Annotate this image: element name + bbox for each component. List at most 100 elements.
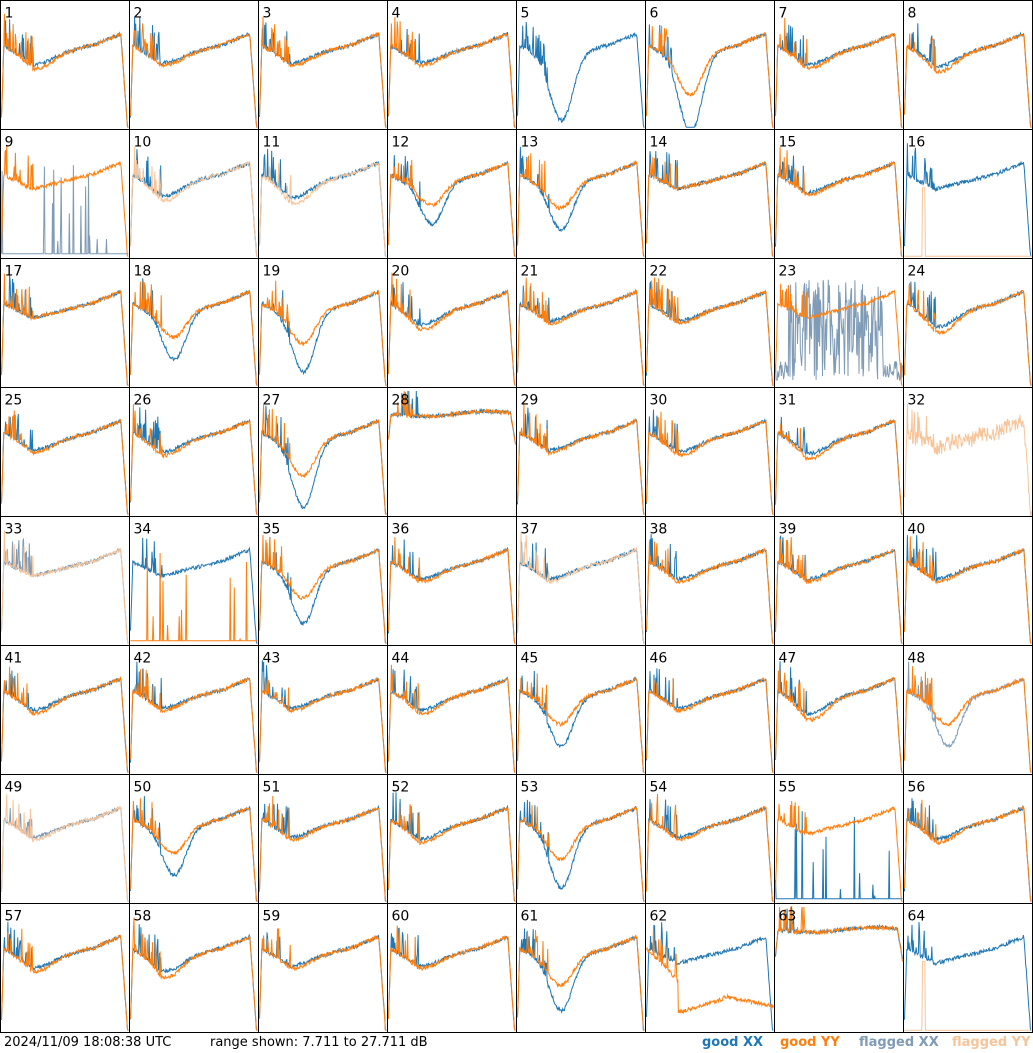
series-good-yy <box>904 536 1032 644</box>
panel-frame <box>645 258 775 388</box>
series-good-yy <box>775 419 903 515</box>
panel-label: 54 <box>650 780 668 796</box>
panel-frame <box>516 129 646 259</box>
panel-label: 31 <box>779 393 797 409</box>
panel-frame <box>903 0 1033 130</box>
panel-41: 41 <box>0 645 130 775</box>
panel-label: 5 <box>521 6 530 22</box>
panel-label: 45 <box>521 651 539 667</box>
panel-29: 29 <box>516 387 646 517</box>
panel-25: 25 <box>0 387 130 517</box>
panel-frame <box>645 129 775 259</box>
series-good-yy <box>130 917 258 1031</box>
panel-label: 13 <box>521 135 539 151</box>
panel-39: 39 <box>774 516 904 646</box>
series-good-yy <box>517 402 645 515</box>
panel-59: 59 <box>258 903 388 1033</box>
panel-label: 17 <box>5 264 23 280</box>
series-good-yy <box>130 668 258 773</box>
series-good-xx <box>130 537 258 644</box>
panel-frame <box>387 0 517 130</box>
panel-label: 22 <box>650 264 668 280</box>
panel-label: 34 <box>134 522 152 538</box>
panel-label: 6 <box>650 6 659 22</box>
panel-frame <box>645 516 775 646</box>
panel-label: 63 <box>779 909 797 925</box>
panel-label: 62 <box>650 909 668 925</box>
series-good-yy <box>517 930 645 1031</box>
panel-51: 51 <box>258 774 388 904</box>
panel-label: 52 <box>392 780 410 796</box>
panel-54: 54 <box>645 774 775 904</box>
series-good-yy <box>646 411 774 515</box>
panel-14: 14 <box>645 129 775 259</box>
panel-label: 9 <box>5 135 14 151</box>
panel-frame <box>903 774 1033 904</box>
panel-16: 16 <box>903 129 1033 259</box>
series-good-yy <box>259 795 387 902</box>
panel-frame <box>903 258 1033 388</box>
panel-label: 24 <box>908 264 926 280</box>
series-flagged-yy <box>904 403 1032 520</box>
panel-frame <box>0 774 130 904</box>
panel-58: 58 <box>129 903 259 1033</box>
panel-frame <box>0 903 130 1033</box>
series-good-yy <box>259 676 387 773</box>
panel-frame <box>774 903 904 1033</box>
panel-label: 56 <box>908 780 926 796</box>
panel-frame <box>129 129 259 259</box>
panel-frame <box>645 645 775 775</box>
panel-label: 3 <box>263 6 272 22</box>
panel-56: 56 <box>903 774 1033 904</box>
panel-frame <box>903 516 1033 646</box>
panel-28: 28 <box>387 387 517 517</box>
panel-32: 32 <box>903 387 1033 520</box>
series-good-yy <box>646 677 774 773</box>
panel-9: 9 <box>0 129 130 259</box>
panel-frame <box>387 774 517 904</box>
panel-frame <box>516 258 646 388</box>
series-good-yy <box>388 390 516 445</box>
series-good-yy <box>775 147 903 257</box>
panel-frame <box>645 774 775 904</box>
panel-label: 47 <box>779 651 797 667</box>
series-good-yy <box>130 404 258 515</box>
series-good-yy <box>388 272 516 386</box>
panel-45: 45 <box>516 645 646 775</box>
panel-5: 5 <box>516 0 646 130</box>
series-flagged-yy <box>259 162 387 257</box>
series-flagged-xx <box>775 279 903 381</box>
series-flagged-xx <box>1 165 129 255</box>
panel-27: 27 <box>258 387 388 517</box>
panel-53: 53 <box>516 774 646 904</box>
panel-label: 26 <box>134 393 152 409</box>
panel-31: 31 <box>774 387 904 517</box>
range-label: range shown: 7.711 to 27.711 dB <box>210 1035 428 1050</box>
series-good-xx <box>259 290 387 386</box>
panel-frame <box>129 516 259 646</box>
panel-20: 20 <box>387 258 517 388</box>
panel-24: 24 <box>903 258 1033 388</box>
panel-label: 44 <box>392 651 410 667</box>
panel-frame <box>903 387 1033 517</box>
series-good-yy <box>388 802 516 902</box>
series-good-xx <box>775 811 903 900</box>
series-good-yy <box>388 17 516 128</box>
panel-label: 28 <box>392 393 410 409</box>
series-good-yy <box>259 280 387 386</box>
panel-label: 48 <box>908 651 926 667</box>
panel-35: 35 <box>258 516 388 646</box>
series-good-xx <box>259 405 387 515</box>
panel-frame <box>516 645 646 775</box>
panel-frame <box>0 645 130 775</box>
panel-frame <box>258 774 388 904</box>
series-good-yy <box>130 23 258 128</box>
series-good-yy <box>904 666 1032 773</box>
series-good-yy <box>775 17 903 128</box>
panel-34: 34 <box>129 516 259 646</box>
series-good-yy <box>646 157 774 257</box>
series-good-yy <box>646 924 774 1015</box>
series-flagged-yy <box>517 531 645 644</box>
panel-frame <box>0 258 130 388</box>
panel-label: 38 <box>650 522 668 538</box>
